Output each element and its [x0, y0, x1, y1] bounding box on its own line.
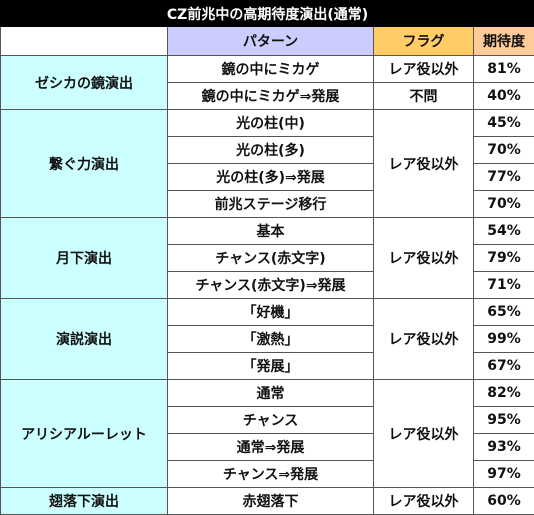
title-row: CZ前兆中の高期待度演出(通常) [1, 1, 534, 27]
flag-cell: レア役以外 [374, 488, 474, 515]
pattern-cell: 「好機」 [168, 299, 374, 326]
expectation-cell: 93% [474, 434, 534, 461]
table-row: 演説演出 「好機」 レア役以外 65% [1, 299, 534, 326]
pattern-cell: 基本 [168, 218, 374, 245]
pattern-cell: 通常⇒発展 [168, 434, 374, 461]
pattern-cell: チャンス(赤文字) [168, 245, 374, 272]
header-blank [1, 27, 168, 56]
expectation-cell: 70% [474, 137, 534, 164]
pattern-cell: 赤翅落下 [168, 488, 374, 515]
expectation-cell: 67% [474, 353, 534, 380]
pattern-cell: 光の柱(多) [168, 137, 374, 164]
expectation-cell: 70% [474, 191, 534, 218]
expectation-cell: 45% [474, 110, 534, 137]
header-row: パターン フラグ 期待度 [1, 27, 534, 56]
pattern-cell: チャンス⇒発展 [168, 461, 374, 488]
flag-cell: レア役以外 [374, 299, 474, 380]
group-name: アリシアルーレット [1, 380, 168, 488]
table-row: ゼシカの鏡演出 鏡の中にミカゲ レア役以外 81% [1, 56, 534, 83]
group-name: 翅落下演出 [1, 488, 168, 515]
header-flag: フラグ [374, 27, 474, 56]
expectation-cell: 79% [474, 245, 534, 272]
expectation-cell: 54% [474, 218, 534, 245]
flag-cell: 不問 [374, 83, 474, 110]
table-row: 翅落下演出 赤翅落下 レア役以外 60% [1, 488, 534, 515]
group-name: ゼシカの鏡演出 [1, 56, 168, 110]
group-name: 月下演出 [1, 218, 168, 299]
expectation-cell: 95% [474, 407, 534, 434]
pattern-cell: 光の柱(多)⇒発展 [168, 164, 374, 191]
group-name: 繋ぐ力演出 [1, 110, 168, 218]
pattern-cell: 「激熱」 [168, 326, 374, 353]
expectation-cell: 82% [474, 380, 534, 407]
flag-cell: レア役以外 [374, 218, 474, 299]
expectation-cell: 99% [474, 326, 534, 353]
expectation-cell: 65% [474, 299, 534, 326]
expectation-cell: 71% [474, 272, 534, 299]
header-expectation: 期待度 [474, 27, 534, 56]
pattern-cell: 光の柱(中) [168, 110, 374, 137]
table-row: 繋ぐ力演出 光の柱(中) レア役以外 45% [1, 110, 534, 137]
expectation-cell: 81% [474, 56, 534, 83]
table-row: アリシアルーレット 通常 レア役以外 82% [1, 380, 534, 407]
expectation-cell: 40% [474, 83, 534, 110]
expectation-cell: 77% [474, 164, 534, 191]
flag-cell: レア役以外 [374, 380, 474, 488]
table-row: 月下演出 基本 レア役以外 54% [1, 218, 534, 245]
pattern-cell: 「発展」 [168, 353, 374, 380]
pattern-cell: チャンス [168, 407, 374, 434]
pattern-cell: 鏡の中にミカゲ⇒発展 [168, 83, 374, 110]
flag-cell: レア役以外 [374, 110, 474, 218]
table-title: CZ前兆中の高期待度演出(通常) [1, 1, 534, 27]
pattern-cell: チャンス(赤文字)⇒発展 [168, 272, 374, 299]
header-pattern: パターン [168, 27, 374, 56]
expectation-cell: 60% [474, 488, 534, 515]
pattern-cell: 鏡の中にミカゲ [168, 56, 374, 83]
flag-cell: レア役以外 [374, 56, 474, 83]
pattern-cell: 前兆ステージ移行 [168, 191, 374, 218]
expectation-cell: 97% [474, 461, 534, 488]
pattern-cell: 通常 [168, 380, 374, 407]
group-name: 演説演出 [1, 299, 168, 380]
